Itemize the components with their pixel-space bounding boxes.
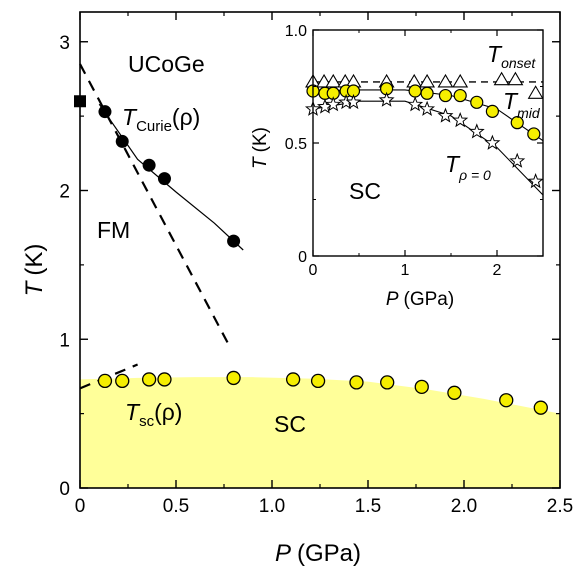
rho0-star-point (325, 96, 342, 112)
sc-phase-label: SC (274, 411, 306, 437)
dashed-extrapolation-0 (79, 63, 231, 348)
inset-background (313, 30, 543, 256)
tsc-point (533, 400, 548, 415)
tcurie-point (227, 234, 241, 248)
x-tick-label: 0.5 (163, 496, 189, 517)
rho0-star-point (468, 123, 485, 139)
tsc-point (285, 372, 301, 387)
material-label: UCoGe (128, 51, 205, 77)
rho0-star-point (527, 172, 544, 189)
mid-circle-point (438, 88, 453, 103)
inset-y-tick-label: 0.5 (285, 136, 307, 153)
t-mid-label: Tmid (503, 88, 541, 121)
y-tick-label: 3 (59, 33, 70, 54)
main-data-points-layer (74, 95, 548, 415)
tcurie-point (142, 158, 156, 172)
onset-triangle-point (493, 71, 510, 86)
rho0-star-point (437, 107, 454, 123)
inset-y-tick-label: 1.0 (285, 23, 307, 40)
x-tick-label: 1.5 (355, 496, 381, 517)
tcurie-point (115, 134, 129, 148)
mid-circle-point (408, 84, 422, 98)
mid-circle-point (470, 95, 484, 109)
inset-sc-label: SC (349, 178, 381, 204)
main-y-axis-ticks: 0 1 2 3 (59, 33, 560, 500)
tsc-point (447, 385, 462, 400)
t-onset-label: Tonset (487, 41, 536, 71)
inset-x-tick-label: 2 (493, 262, 502, 279)
dashed-extrapolation-1 (79, 363, 139, 390)
mid-circle-point (510, 116, 524, 130)
tsc-point (115, 373, 130, 389)
x-tick-label: 2.0 (451, 496, 477, 517)
tsc-point (97, 373, 113, 389)
mid-circle-point (485, 104, 499, 118)
dashed-extrapolation-layer (79, 63, 231, 390)
rho0-star-point (484, 134, 501, 150)
rho0-star-point (378, 91, 395, 107)
inset-panel: 0 1 2 0 0.5 1.0 P (GPa) T(K) SC Tonset Tmid T… (250, 23, 544, 310)
inset-y-axis-title: T(K) (250, 127, 271, 169)
y-tick-label: 1 (59, 330, 70, 351)
y-tick-label: 0 (59, 479, 70, 500)
tsc-point (157, 372, 172, 387)
rho0-star-point (419, 100, 436, 116)
x-tick-label: 0 (75, 496, 86, 517)
main-y-axis-title: T(K) (21, 244, 48, 297)
inset-x-tick-label: 0 (309, 262, 318, 279)
superconducting-region-fill (80, 377, 560, 488)
inset-y-axis-ticks: 0 0.5 1.0 (285, 23, 543, 266)
fm-phase-label: FM (97, 217, 130, 243)
tsc-point (226, 370, 241, 386)
rho0-star-point (452, 112, 469, 128)
tsc-point (141, 372, 157, 387)
main-x-axis-title: P (GPa) (275, 540, 361, 567)
onset-triangle-point (437, 73, 454, 88)
rho0-star-point (407, 96, 424, 112)
tsc-label: Tsc(ρ) (125, 399, 182, 430)
tcurie-point (98, 105, 112, 119)
onset-triangle-point (507, 71, 524, 86)
tsc-point (349, 375, 364, 390)
t-rho0-label: Tρ = 0 (445, 151, 491, 183)
tsc-point (310, 373, 326, 389)
inset-x-axis-title: P (GPa) (386, 289, 454, 310)
main-x-axis-ticks: 0 0.5 1.0 1.5 2.0 2.5 (75, 12, 573, 517)
rho0-star-point (509, 152, 526, 168)
tcurie-point (157, 172, 171, 186)
y-tick-label: 2 (59, 182, 70, 203)
inset-x-tick-label: 1 (401, 262, 410, 279)
mid-circle-point (420, 86, 434, 100)
x-tick-label: 1.0 (259, 496, 285, 517)
onset-triangle-point (527, 85, 544, 99)
inset-x-axis-ticks: 0 1 2 (309, 30, 544, 279)
x-tick-label: 2.5 (547, 496, 573, 517)
inset-y-tick-label: 0 (298, 249, 307, 266)
onset-triangle-point (452, 73, 469, 88)
mid-circle-point (453, 88, 467, 103)
rho0-star-point (345, 93, 362, 110)
tcurie-label: TCurie(ρ) (122, 104, 200, 135)
tsc-point (414, 379, 429, 395)
tsc-point (380, 375, 395, 390)
tsc-point (499, 393, 514, 408)
mid-circle-point (527, 127, 541, 141)
